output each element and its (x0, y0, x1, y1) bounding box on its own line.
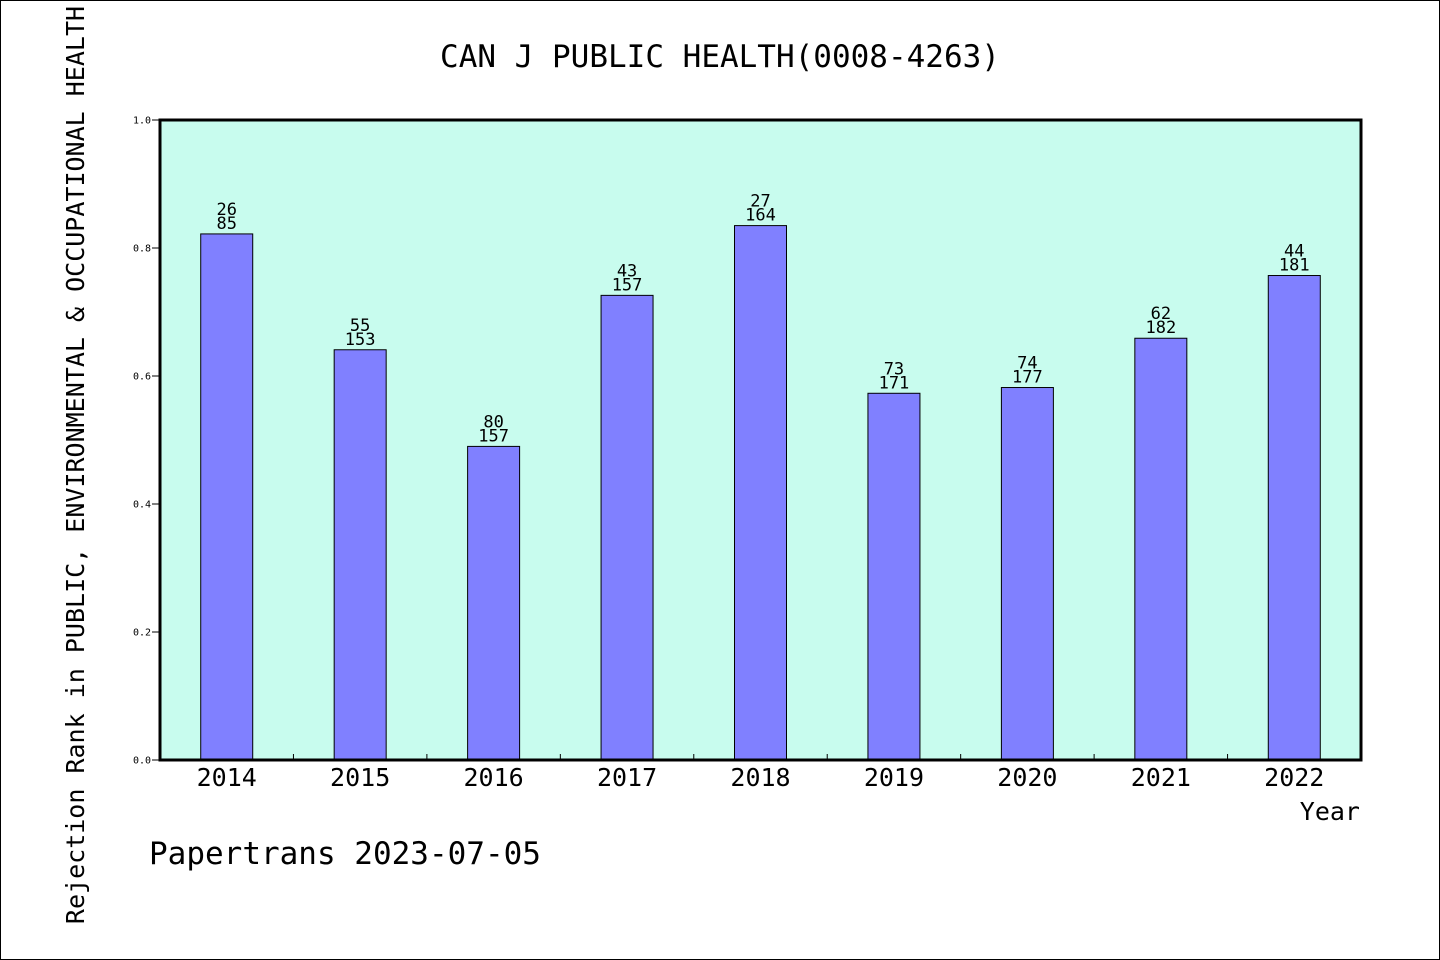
y-tick-label-0.8: 0.8 (133, 244, 151, 255)
bar-2016 (467, 445, 521, 761)
bar-label-bottom-2021: 182 (1145, 318, 1176, 338)
bar-label-top-2020: 74 (1017, 354, 1037, 374)
bar-label-bottom-2015: 153 (345, 330, 376, 350)
x-tick-label-2022: 2022 (1264, 763, 1324, 792)
bar-label-bottom-2018: 164 (745, 206, 776, 226)
bar-label-bottom-2020: 177 (1012, 368, 1043, 388)
x-tick-label-2019: 2019 (864, 763, 924, 792)
x-tick-label-2016: 2016 (464, 763, 524, 792)
bar-2015 (333, 349, 387, 761)
bar-label-bottom-2019: 171 (879, 373, 910, 393)
bar-2022 (1267, 275, 1321, 761)
y-axis-label: Rejection Rank in PUBLIC, ENVIRONMENTAL … (61, 6, 90, 924)
bar-2019 (867, 392, 921, 761)
bar-label-bottom-2017: 157 (612, 275, 643, 295)
bar-2018 (734, 225, 787, 761)
bar-label-top-2022: 44 (1284, 242, 1304, 262)
bar-2017 (600, 294, 654, 761)
bar-label-top-2017: 43 (617, 261, 637, 281)
y-axis-ticks: 0.0 0.2 0.4 0.6 0.8 1.0 (133, 116, 160, 767)
x-tick-label-2021: 2021 (1131, 763, 1191, 792)
bar-2014 (200, 233, 254, 761)
y-tick-label-1.0: 1.0 (133, 116, 151, 127)
watermark-text: Papertrans 2023-07-05 (149, 836, 541, 872)
x-axis-label: Year (1300, 797, 1360, 826)
x-tick-label-2020: 2020 (997, 763, 1057, 792)
bar-2020 (1000, 387, 1054, 761)
y-tick-label-0.4: 0.4 (133, 500, 151, 511)
bar-label-top-2018: 27 (750, 192, 770, 212)
bar-labels-group: 2685551538015743157271647317174177621824… (216, 192, 1309, 447)
plot-border (158, 118, 1363, 762)
y-tick-label-0.2: 0.2 (133, 628, 151, 639)
y-tick-label-0.6: 0.6 (133, 372, 151, 383)
bar-label-top-2021: 62 (1151, 304, 1171, 324)
bar-label-bottom-2014: 85 (216, 214, 236, 234)
x-tick-label-2017: 2017 (597, 763, 657, 792)
x-tick-label-2015: 2015 (330, 763, 390, 792)
x-tick-label-2018: 2018 (730, 763, 790, 792)
bar-label-top-2019: 73 (884, 359, 904, 379)
bar-label-bottom-2022: 181 (1279, 256, 1310, 276)
y-tick-label-0.0: 0.0 (133, 756, 151, 767)
bars-group (200, 225, 1321, 761)
bar-label-bottom-2016: 157 (478, 426, 509, 446)
bar-2021 (1134, 337, 1188, 761)
x-tick-label-2014: 2014 (197, 763, 257, 792)
chart-title: CAN J PUBLIC HEALTH(0008-4263) (440, 39, 1000, 75)
bar-label-top-2014: 26 (216, 200, 236, 220)
x-axis-ticks: 2014 2015 2016 2017 2018 2019 2020 2021 2022 (197, 754, 1324, 792)
bar-label-top-2016: 80 (483, 412, 503, 432)
bar-label-top-2015: 55 (350, 316, 370, 336)
